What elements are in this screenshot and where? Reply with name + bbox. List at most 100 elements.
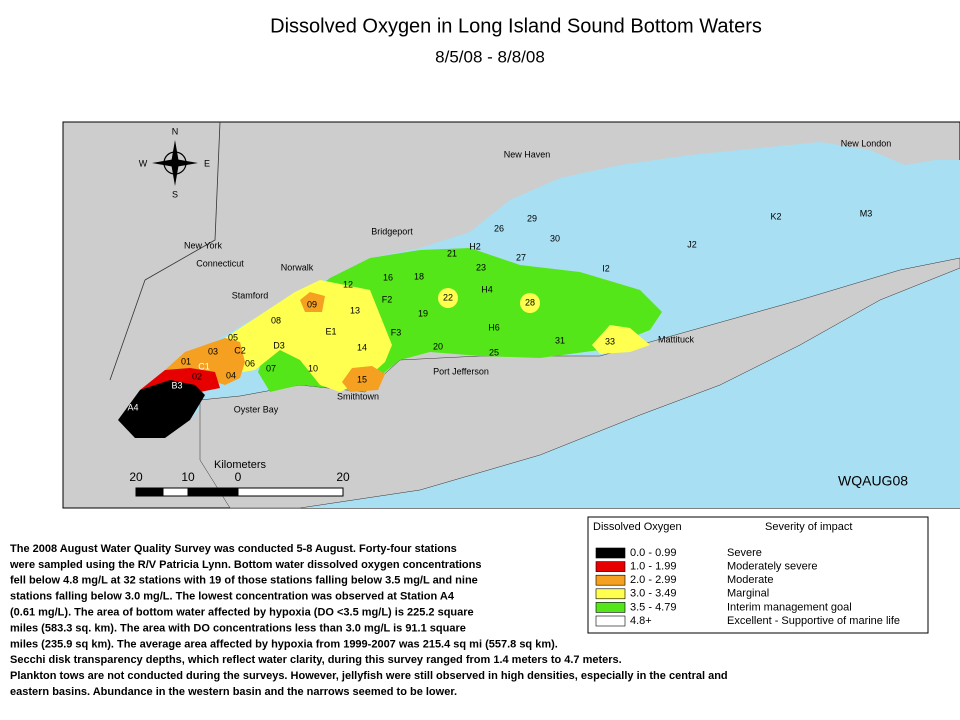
station-label: C2 — [234, 345, 246, 355]
zone-orange-09 — [300, 292, 325, 312]
station-label: A4 — [127, 402, 138, 412]
legend-swatch — [595, 615, 626, 627]
station-label: 16 — [383, 272, 393, 282]
description-line: were sampled using the R/V Patricia Lynn… — [9, 559, 481, 571]
description-line: stations falling below 3.0 mg/L. The low… — [10, 591, 455, 603]
zone-yellow — [225, 280, 392, 392]
station-label: 20 — [433, 341, 443, 351]
station-label: 08 — [271, 315, 281, 325]
legend-range: 3.5 - 4.79 — [630, 601, 676, 613]
scale-tick: 0 — [235, 470, 242, 484]
description-line: eastern basins. Abundance in the western… — [10, 686, 457, 698]
legend-box — [587, 516, 929, 634]
station-label: E1 — [325, 326, 336, 336]
station-label: 27 — [516, 252, 526, 262]
legend-range: 2.0 - 2.99 — [630, 574, 676, 586]
place-label: Port Jefferson — [433, 366, 489, 376]
station-label: 03 — [208, 346, 218, 356]
zone-yellow-22 — [438, 288, 458, 308]
zone-yellow-33 — [592, 325, 650, 354]
legend-swatch — [595, 561, 626, 572]
station-label: K2 — [770, 211, 781, 221]
legend-range: 3.0 - 3.49 — [630, 588, 676, 600]
legend-title: Dissolved Oxygen — [593, 521, 682, 533]
station-label: 13 — [350, 305, 360, 315]
compass — [152, 140, 198, 186]
zone-yellow-28 — [520, 293, 540, 313]
ocean-water — [300, 268, 960, 508]
station-label: 07 — [266, 363, 276, 373]
station-label: 10 — [308, 363, 318, 373]
station-label: 23 — [476, 262, 486, 272]
station-label: 31 — [555, 335, 565, 345]
subtitle: 8/5/08 - 8/8/08 — [435, 47, 545, 66]
station-label: H4 — [481, 284, 493, 294]
station-label: 06 — [245, 358, 255, 368]
station-label: 15 — [357, 374, 367, 384]
place-label: New York — [184, 240, 223, 250]
place-label: New Haven — [504, 149, 551, 159]
place-label: Stamford — [232, 290, 269, 300]
station-label: 19 — [418, 308, 428, 318]
place-label: Mattituck — [658, 334, 695, 344]
station-label: 02 — [192, 371, 202, 381]
station-label: 33 — [605, 336, 615, 346]
station-label: 25 — [489, 347, 499, 357]
legend-range: 4.8+ — [630, 615, 652, 627]
station-label: 29 — [527, 213, 537, 223]
station-label: F2 — [382, 294, 393, 304]
place-label: Smithtown — [337, 391, 379, 401]
station-label: 21 — [447, 248, 457, 258]
station-label: F3 — [391, 327, 402, 337]
do-zones — [118, 248, 662, 438]
scale-title: Kilometers — [214, 459, 266, 471]
station-label: 14 — [357, 342, 367, 352]
map — [62, 121, 960, 509]
zone-orange-15 — [342, 366, 385, 392]
station-label: C1 — [198, 361, 210, 371]
station-label: 22 — [443, 292, 453, 302]
station-label: 18 — [414, 271, 424, 281]
station-label: H6 — [488, 322, 500, 332]
legend-swatch — [595, 602, 626, 613]
scale-tick: 10 — [181, 470, 195, 484]
compass-label: S — [172, 189, 178, 199]
description-line: Plankton tows are not conducted during t… — [10, 670, 728, 682]
station-label: 09 — [307, 299, 317, 309]
legend-range: 0.0 - 0.99 — [630, 547, 676, 559]
description-line: (0.61 mg/L). The area of bottom water af… — [10, 607, 474, 619]
scale-bar — [135, 487, 344, 497]
legend-severity: Interim management goal — [727, 601, 852, 613]
map-code: WQAUG08 — [838, 473, 908, 489]
scale-tick: 20 — [336, 470, 350, 484]
description-line: fell below 4.8 mg/L at 32 stations with … — [10, 575, 478, 587]
state-border — [109, 279, 146, 381]
state-border — [144, 121, 221, 281]
place-label: New London — [841, 138, 892, 148]
legend-severity: Excellent - Supportive of marine life — [727, 615, 900, 627]
legend-severity: Marginal — [727, 588, 769, 600]
station-label: 12 — [343, 279, 353, 289]
station-label: 30 — [550, 233, 560, 243]
description-line: Secchi disk transparency depths, which r… — [10, 654, 622, 666]
description-line: miles (583.3 sq. km). The area with DO c… — [10, 622, 466, 634]
station-label: B3 — [171, 380, 182, 390]
station-label: I2 — [602, 263, 610, 273]
compass-label: E — [204, 158, 210, 168]
legend-range: 1.0 - 1.99 — [630, 561, 676, 573]
compass-label: W — [139, 158, 148, 168]
title: Dissolved Oxygen in Long Island Sound Bo… — [270, 15, 762, 37]
station-label: 28 — [525, 297, 535, 307]
scale-tick: 20 — [129, 470, 143, 484]
place-label: Oyster Bay — [234, 404, 279, 414]
station-label: 05 — [228, 332, 238, 342]
station-label: 04 — [226, 370, 236, 380]
description-line: The 2008 August Water Quality Survey was… — [10, 543, 457, 555]
station-label: 26 — [494, 223, 504, 233]
compass-label: N — [172, 126, 179, 136]
description-line: miles (235.9 sq km). The average area af… — [10, 638, 558, 650]
legend-severity: Moderate — [727, 574, 773, 586]
legend-swatch — [595, 588, 626, 600]
place-label: Connecticut — [196, 258, 244, 268]
station-label: M3 — [860, 208, 873, 218]
